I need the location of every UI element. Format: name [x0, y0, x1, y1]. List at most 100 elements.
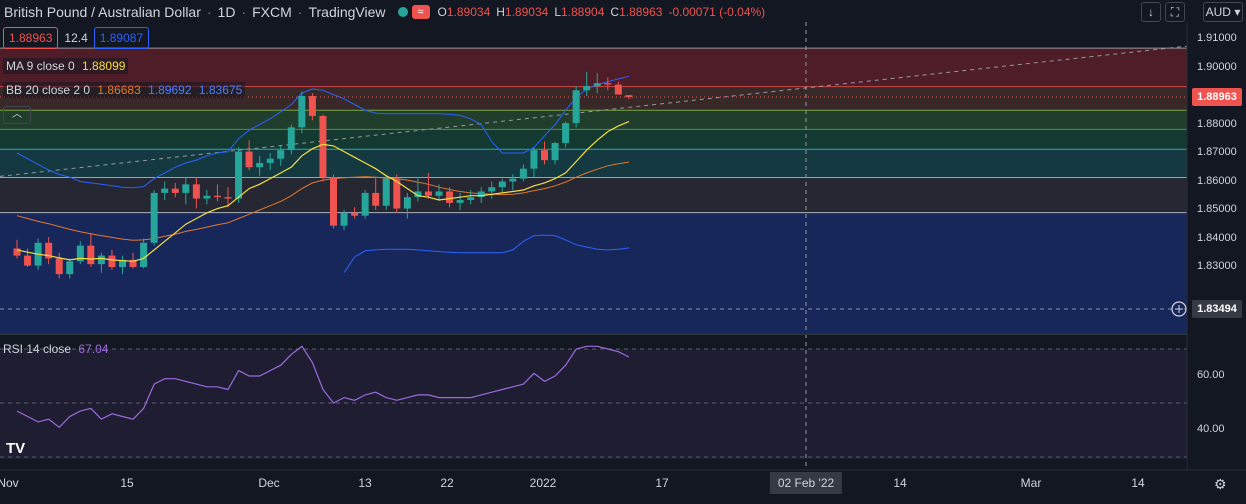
rsi-value: 67.04 [78, 342, 109, 356]
market-open-icon [397, 7, 408, 17]
candle-body [583, 86, 591, 91]
candle-body [13, 248, 21, 256]
tradingview-logo[interactable]: TV [6, 440, 26, 457]
candle-body [66, 261, 74, 275]
candle-body [224, 197, 232, 199]
symbol-name[interactable]: British Pound / Australian Dollar [4, 4, 201, 20]
candle-body [625, 95, 633, 98]
fib-zone [0, 48, 1187, 87]
change-value: -0.00071 (-0.04%) [668, 5, 766, 19]
interval-label[interactable]: 1D [217, 4, 236, 20]
crosshair-date-tag: 02 Feb '22 [769, 472, 843, 494]
time-axis-label: 13 [358, 476, 372, 490]
candle-body [330, 177, 337, 226]
quote-boxes: 1.88963 12.4 1.89087 [3, 27, 150, 49]
rsi-name: RSI 14 close [3, 342, 72, 356]
candle-body [213, 195, 221, 198]
candle-body [530, 150, 538, 169]
candle-body [604, 83, 612, 85]
candle-body [277, 150, 285, 159]
candle-body [403, 197, 411, 209]
buy-price-box[interactable]: 1.89087 [93, 27, 150, 49]
collapse-legend-button[interactable]: ︿ [3, 106, 31, 124]
candle-body [456, 200, 464, 203]
bb-upper-line [16, 75, 630, 189]
candles [13, 71, 633, 279]
fullscreen-icon[interactable]: ⛶ [1165, 2, 1185, 22]
candle-body [108, 255, 116, 267]
bb-lower-value: 1.83675 [198, 83, 243, 97]
time-axis-label: 17 [655, 476, 669, 490]
candle-body [182, 184, 190, 193]
candle-body [446, 191, 454, 203]
candle-body [76, 245, 84, 262]
crosshair-price-tag: 1.83494 [1192, 300, 1242, 318]
candle-body [361, 192, 369, 216]
price-axis-label: 1.88000 [1197, 117, 1237, 130]
candle-body [87, 245, 95, 265]
candle-body [488, 187, 496, 192]
candle-body [140, 242, 148, 267]
time-axis-label: 14 [893, 476, 907, 490]
candle-body [340, 212, 348, 226]
candle-body [24, 255, 32, 266]
currency-select[interactable]: AUD ▾ [1203, 2, 1243, 22]
price-axis-label: 1.83000 [1197, 260, 1237, 272]
moving-average [16, 121, 630, 262]
candle-body [541, 150, 548, 161]
arrow-down-icon[interactable]: ↓ [1141, 2, 1161, 22]
candle-body [97, 255, 105, 265]
price-axis-label: 1.86000 [1197, 174, 1237, 187]
candle-body [562, 123, 570, 144]
candle-body [129, 259, 137, 267]
ma-name: MA 9 close 0 [6, 59, 75, 73]
candle-body [614, 84, 622, 95]
candle-body [256, 162, 264, 168]
time-axis-label: Nov [0, 476, 19, 490]
candle-body [382, 178, 390, 206]
candle-body [235, 151, 243, 199]
ma-legend[interactable]: MA 9 close 0 1.88099 [3, 58, 129, 74]
candle-body [298, 96, 306, 128]
rsi-line [16, 345, 630, 429]
candle-body [572, 90, 580, 124]
rsi-legend[interactable]: RSI 14 close 67.04 [3, 342, 108, 356]
candle-body [287, 127, 295, 151]
candle-body [593, 83, 601, 87]
rsi-axis-label: 60.00 [1197, 369, 1225, 381]
gear-icon[interactable]: ⚙ [1214, 476, 1227, 492]
fib-zone [0, 110, 1187, 130]
spread-value: 12.4 [64, 31, 88, 45]
rsi-band [0, 349, 1187, 459]
candle-body [45, 242, 53, 259]
fib-zone [0, 149, 1187, 178]
candle-body [203, 195, 211, 199]
candle-body [119, 259, 126, 267]
fib-zone [0, 129, 1187, 150]
bb-legend[interactable]: BB 20 close 2 0 1.86683 1.89692 1.83675 [3, 82, 246, 98]
candle-body [424, 191, 432, 196]
rsi-axis-label: 40.00 [1197, 423, 1225, 435]
candle-body [192, 184, 200, 199]
price-axis-label: 1.87000 [1197, 146, 1237, 158]
grid-lines [0, 22, 1187, 470]
candle-body [171, 188, 179, 193]
ma-value: 1.88099 [82, 59, 126, 73]
candle-body [509, 178, 517, 182]
candle-body [477, 191, 485, 198]
time-axis-label: Mar [1020, 476, 1042, 490]
candle-body [372, 192, 380, 206]
fib-zone [0, 86, 1187, 111]
price-axis-bg [1187, 0, 1246, 504]
candle-body [467, 197, 475, 201]
price-axis-label: 1.91000 [1197, 32, 1237, 44]
candle-body [55, 258, 63, 275]
sell-price-box[interactable]: 1.88963 [3, 27, 59, 49]
last-price-tag: 1.88963 [1192, 88, 1242, 107]
candle-body [161, 188, 169, 193]
time-axis-label: Dec [258, 476, 280, 490]
time-axis-label: 14 [1131, 476, 1145, 490]
bb-basis-value: 1.86683 [97, 83, 141, 97]
